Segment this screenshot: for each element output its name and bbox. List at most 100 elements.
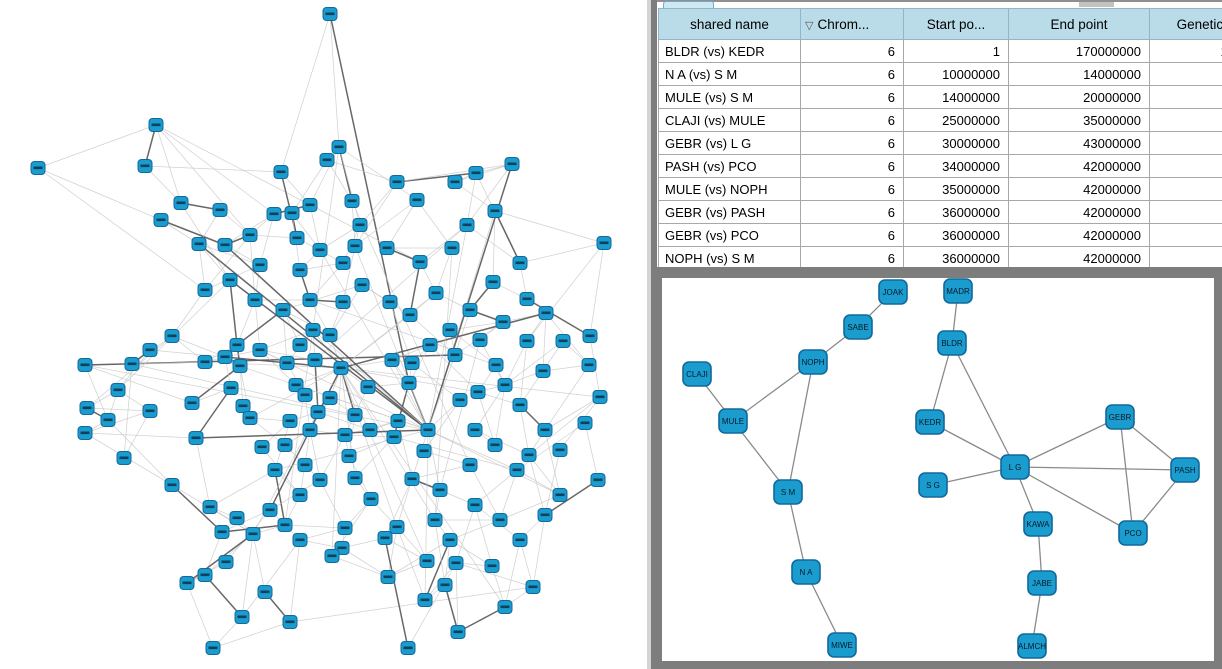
table-cell[interactable]: 11.4 (1149, 154, 1222, 178)
graph-node[interactable] (462, 457, 478, 473)
graph-node[interactable] (312, 472, 328, 488)
graph-node[interactable] (324, 548, 340, 564)
graph-node[interactable] (344, 193, 360, 209)
table-cell[interactable]: 6 (800, 62, 904, 86)
table-cell[interactable]: NOPH (vs) S M (658, 246, 801, 270)
table-row[interactable]: MULE (vs) S M614000000200000007.5 (658, 85, 1222, 109)
graph-node[interactable] (322, 390, 338, 406)
graph-node[interactable] (382, 294, 398, 310)
graph-node[interactable] (437, 577, 453, 593)
graph-node[interactable] (341, 448, 357, 464)
graph-node[interactable] (417, 592, 433, 608)
graph-node[interactable] (273, 164, 289, 180)
table-cell[interactable]: 16.9 (1149, 131, 1222, 155)
table-cell[interactable]: GEBR (vs) L G (658, 131, 801, 155)
graph-node[interactable] (137, 158, 153, 174)
graph-node[interactable]: MIWE (827, 632, 857, 658)
table-cell[interactable]: BLDR (vs) KEDR (658, 39, 801, 63)
graph-node[interactable] (79, 400, 95, 416)
table-cell[interactable]: 170000000 (1008, 39, 1150, 63)
graph-node[interactable]: S G (918, 472, 948, 498)
graph-node[interactable] (459, 217, 475, 233)
table-row[interactable]: CLAJI (vs) MULE625000000350000005.9 (658, 108, 1222, 132)
graph-edge[interactable] (951, 342, 1016, 468)
table-cell[interactable]: 6 (800, 200, 904, 224)
graph-node[interactable] (229, 510, 245, 526)
column-header-start-point[interactable]: Start po... (903, 8, 1009, 40)
table-cell[interactable]: 5.9 (1149, 108, 1222, 132)
scrollbar-fragment[interactable] (1079, 2, 1114, 7)
column-header-shared-name[interactable]: shared name (658, 8, 801, 40)
graph-node[interactable] (450, 624, 466, 640)
table-cell[interactable]: GEBR (vs) PCO (658, 223, 801, 247)
graph-node[interactable] (173, 195, 189, 211)
graph-node[interactable] (442, 532, 458, 548)
graph-node[interactable] (495, 314, 511, 330)
graph-node[interactable] (77, 357, 93, 373)
graph-node[interactable] (404, 355, 420, 371)
graph-node[interactable] (497, 599, 513, 615)
graph-node[interactable] (596, 235, 612, 251)
graph-node[interactable] (302, 197, 318, 213)
graph-node[interactable] (448, 555, 464, 571)
graph-node[interactable] (472, 332, 488, 348)
graph-edge[interactable] (1014, 466, 1186, 471)
graph-node[interactable] (538, 305, 554, 321)
graph-node[interactable] (153, 212, 169, 228)
graph-node[interactable] (485, 274, 501, 290)
table-cell[interactable]: 30000000 (903, 131, 1009, 155)
graph-node[interactable] (266, 206, 282, 222)
graph-node[interactable] (519, 291, 535, 307)
graph-node[interactable]: JOAK (878, 279, 908, 305)
graph-node[interactable]: L G (1000, 454, 1030, 480)
graph-node[interactable] (116, 450, 132, 466)
table-cell[interactable]: 192.0 (1149, 39, 1222, 63)
graph-node[interactable] (452, 392, 468, 408)
table-cell[interactable]: 14000000 (1008, 62, 1150, 86)
graph-node[interactable] (202, 499, 218, 515)
table-row[interactable]: MULE (vs) NOPH6350000004200000010.5 (658, 177, 1222, 201)
graph-node[interactable] (229, 337, 245, 353)
graph-node[interactable] (402, 307, 418, 323)
graph-node[interactable] (312, 242, 328, 258)
graph-node[interactable] (380, 569, 396, 585)
graph-node[interactable] (525, 579, 541, 595)
table-row[interactable]: BLDR (vs) KEDR61170000000192.0 (658, 39, 1222, 63)
graph-node[interactable] (245, 526, 261, 542)
graph-node[interactable] (467, 497, 483, 513)
graph-node[interactable] (487, 203, 503, 219)
graph-node[interactable] (427, 512, 443, 528)
graph-node[interactable] (310, 404, 326, 420)
table-cell[interactable]: 35000000 (903, 177, 1009, 201)
graph-node[interactable] (288, 377, 304, 393)
graph-node[interactable] (217, 349, 233, 365)
graph-node[interactable] (362, 422, 378, 438)
graph-node[interactable] (257, 584, 273, 600)
graph-node[interactable] (401, 375, 417, 391)
table-cell[interactable]: 42000000 (1008, 223, 1150, 247)
table-cell[interactable]: 8.9 (1149, 200, 1222, 224)
graph-node[interactable] (307, 352, 323, 368)
table-cell[interactable]: PASH (vs) PCO (658, 154, 801, 178)
graph-node[interactable]: JABE (1027, 570, 1057, 596)
graph-node[interactable] (582, 328, 598, 344)
graph-node[interactable] (333, 360, 349, 376)
graph-node[interactable]: SABE (843, 314, 873, 340)
graph-node[interactable] (590, 472, 606, 488)
table-cell[interactable]: 9.9 (1149, 246, 1222, 270)
graph-node[interactable]: BLDR (937, 330, 967, 356)
graph-node[interactable]: KAWA (1023, 511, 1053, 537)
graph-node[interactable] (284, 205, 300, 221)
table-row[interactable]: NOPH (vs) S M636000000420000009.9 (658, 246, 1222, 270)
graph-edge[interactable] (1119, 416, 1134, 534)
graph-node[interactable] (235, 398, 251, 414)
graph-node[interactable] (110, 382, 126, 398)
graph-node[interactable] (223, 380, 239, 396)
graph-node[interactable] (335, 294, 351, 310)
graph-node[interactable] (197, 567, 213, 583)
graph-node[interactable] (277, 517, 293, 533)
graph-node[interactable] (492, 512, 508, 528)
graph-node[interactable] (222, 272, 238, 288)
graph-node[interactable]: ALMCH (1017, 633, 1047, 659)
table-cell[interactable]: 43000000 (1008, 131, 1150, 155)
